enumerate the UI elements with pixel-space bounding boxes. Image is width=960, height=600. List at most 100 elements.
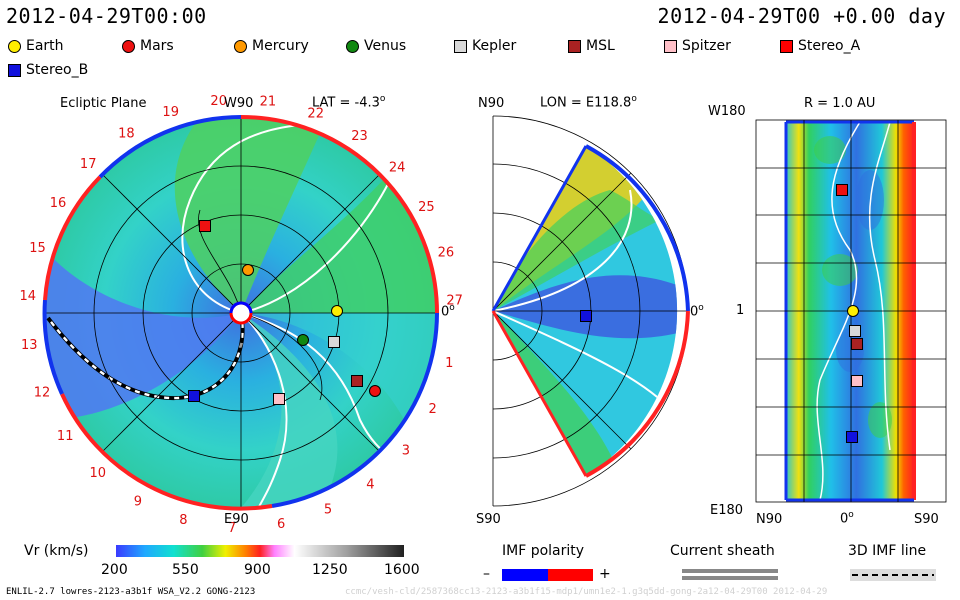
legend-marker — [568, 39, 581, 53]
marker-kepler — [328, 336, 340, 348]
carrington-label: 7 — [228, 521, 236, 536]
carrington-label: 17 — [80, 157, 97, 172]
legend-item-msl: MSL — [568, 38, 615, 54]
legend-marker — [454, 39, 467, 53]
legend-item-mars: Mars — [122, 38, 174, 54]
marker-earth — [331, 305, 343, 317]
carrington-label: 23 — [351, 129, 368, 144]
date-title: 2012-04-29T00:00 — [6, 4, 207, 28]
legend-label: Mercury — [252, 38, 309, 54]
carrington-label: 18 — [118, 126, 135, 141]
legend-marker — [664, 39, 677, 53]
legend-label: Kepler — [472, 38, 517, 54]
legend-label: Stereo_A — [798, 38, 861, 54]
marker-mars — [199, 220, 211, 232]
ecliptic-lat-label: LAT = -4.3o — [312, 94, 386, 111]
marker-kepler — [849, 325, 861, 337]
carrington-label: 11 — [57, 429, 74, 444]
imf-polarity-key — [502, 569, 593, 581]
legend-item-venus: Venus — [346, 38, 406, 54]
carrington-label: 2 — [429, 402, 437, 417]
marker-stereo-b — [188, 390, 200, 402]
colorbar-tick: 900 — [244, 562, 271, 578]
legend-item-spitzer: Spitzer — [664, 38, 731, 54]
meridional-right-label: 0o — [690, 303, 704, 320]
model-footer: ENLIL-2.7 lowres-2123-a3b1f WSA_V2.2 GON… — [6, 587, 256, 597]
imf-minus-label: – — [483, 566, 490, 582]
carrington-label: 16 — [50, 196, 67, 211]
spacecraft-markers — [188, 184, 863, 443]
marker-spitzer — [851, 375, 863, 387]
legend-label: MSL — [586, 38, 615, 54]
marker-stereo-b — [846, 431, 858, 443]
map-title: R = 1.0 AU — [804, 96, 876, 111]
map-mid-left-label: 1 — [736, 303, 745, 318]
map-x-mid-label: 0o — [840, 510, 854, 527]
legend-item-stereo-a: Stereo_A — [780, 38, 860, 54]
carrington-label: 5 — [324, 503, 332, 518]
carrington-label: 1 — [445, 356, 453, 371]
legend-marker — [780, 39, 793, 53]
map-x-right-label: S90 — [914, 512, 939, 527]
carrington-label: 14 — [20, 289, 37, 304]
marker-earth — [847, 305, 859, 317]
marker-venus — [297, 334, 309, 346]
ecliptic-title: Ecliptic Plane — [60, 96, 147, 111]
carrington-label: 6 — [277, 517, 285, 532]
legend-item-earth: Earth — [8, 38, 64, 54]
legend-label: Venus — [364, 38, 407, 54]
marker-msl — [351, 375, 363, 387]
carrington-label: 9 — [134, 495, 142, 510]
legend-marker — [346, 39, 359, 53]
carrington-label: 15 — [29, 241, 46, 256]
map-bottom-left-label: E180 — [710, 503, 744, 518]
map-top-left-label: W180 — [708, 104, 746, 119]
colorbar — [116, 545, 404, 557]
carrington-label: 3 — [402, 443, 410, 458]
legend-label: Earth — [26, 38, 64, 54]
current-sheath-label: Current sheath — [670, 543, 775, 559]
legend-label: Stereo_B — [26, 62, 89, 78]
map-x-left-label: N90 — [756, 512, 783, 527]
legend-label: Spitzer — [682, 38, 731, 54]
carrington-label: 4 — [366, 478, 374, 493]
imf-line-key — [850, 569, 936, 581]
carrington-label: 24 — [389, 161, 406, 176]
meridional-lon-label: LON = E118.8o — [540, 94, 637, 111]
carrington-label: 19 — [162, 105, 179, 120]
run-watermark: ccmc/vesh-cld/2587368cc13-2123-a3b1f15-m… — [345, 587, 828, 597]
ecliptic-plane-plot — [42, 115, 439, 511]
marker-stereo-b — [580, 310, 592, 322]
marker-mars — [836, 184, 848, 196]
marker-mercury — [242, 264, 254, 276]
carrington-label: 12 — [34, 386, 51, 401]
ecliptic-top-label: W90 — [224, 96, 254, 111]
ecliptic-bottom-label: E90 — [224, 512, 249, 527]
carrington-label: 26 — [438, 245, 455, 260]
marker-msl — [851, 338, 863, 350]
ecliptic-right-label: 0o — [441, 303, 455, 320]
colorbar-tick: 1600 — [384, 562, 420, 578]
carrington-label: 13 — [21, 338, 38, 353]
carrington-label: 8 — [179, 513, 187, 528]
carrington-label: 21 — [260, 95, 277, 110]
current-sheath-key — [682, 569, 778, 580]
legend-item-stereo-b: Stereo_B — [8, 62, 88, 78]
legend-label: Mars — [140, 38, 174, 54]
legend-marker — [8, 63, 21, 77]
meridional-top-label: N90 — [478, 96, 505, 111]
marker-spitzer — [273, 393, 285, 405]
colorbar-tick: 550 — [172, 562, 199, 578]
legend-marker — [122, 39, 135, 53]
offset-title: 2012-04-29T00 +0.00 day — [657, 4, 946, 28]
carrington-label: 20 — [210, 94, 227, 109]
carrington-label: 10 — [90, 466, 107, 481]
colorbar-tick: 1250 — [312, 562, 348, 578]
legend-item-mercury: Mercury — [234, 38, 309, 54]
legend-marker — [234, 39, 247, 53]
imf-polarity-label: IMF polarity — [502, 543, 585, 559]
imf-line-label: 3D IMF line — [848, 543, 927, 559]
legend-marker — [8, 39, 21, 53]
